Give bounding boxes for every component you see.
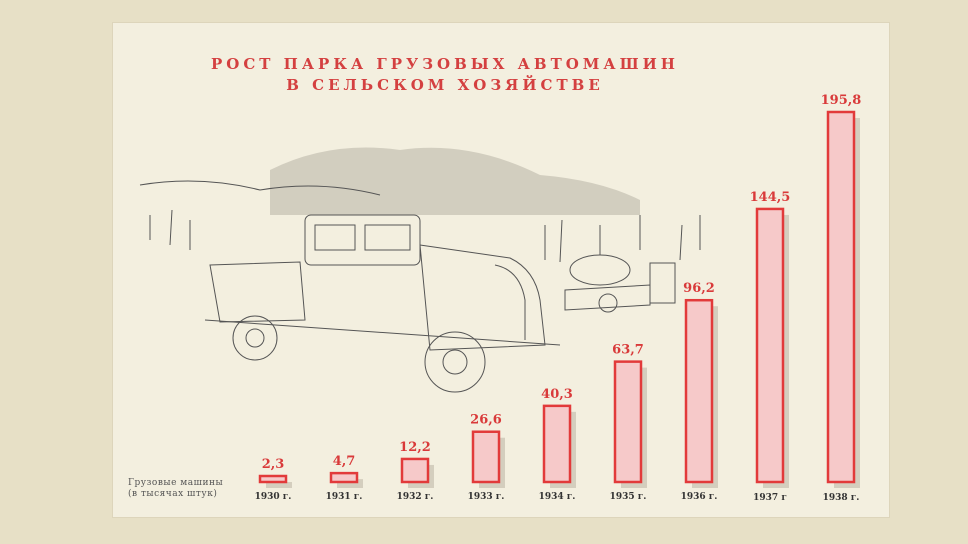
x-tick-label: 1934 г. (539, 492, 576, 502)
value-label: 63,7 (612, 343, 644, 358)
x-tick-label: 1931 г. (326, 492, 363, 502)
bar-shadow (266, 482, 292, 488)
bar-1935 (613, 360, 643, 484)
bar-1933 (471, 430, 501, 484)
x-tick-label: 1935 г. (610, 492, 647, 502)
x-tick-label: 1932 г. (397, 492, 434, 502)
y-axis-label-line1: Грузовые машины (128, 478, 224, 488)
bar-1937 (755, 207, 785, 484)
chart-title-line2: В СЕЛЬСКОМ ХОЗЯЙСТВЕ (286, 76, 604, 94)
bar-1936 (684, 298, 714, 484)
bar-1931 (329, 471, 359, 484)
bars-group: 2,3 1930 г. 4,7 1931 г. 12,2 1932 г. 26,6 1933 … (255, 93, 862, 503)
value-label: 2,3 (262, 457, 285, 472)
bar-1938 (826, 110, 856, 484)
value-label: 12,2 (399, 440, 431, 455)
value-label: 40,3 (541, 387, 573, 402)
value-label: 195,8 (821, 93, 862, 108)
y-axis-label-line2: (в тысячах штук) (128, 489, 218, 499)
x-tick-label: 1937 г (753, 493, 787, 503)
value-label: 96,2 (683, 281, 715, 296)
chart-title-line1: РОСТ ПАРКА ГРУЗОВЫХ АВТОМАШИН (211, 55, 679, 73)
truck-illustration (139, 147, 701, 393)
x-tick-label: 1933 г. (468, 492, 505, 502)
value-label: 26,6 (470, 413, 502, 428)
y-axis-label: Грузовые машины (в тысячах штук) (128, 478, 223, 500)
bar-shadow (337, 479, 363, 488)
x-tick-label: 1930 г. (255, 492, 292, 502)
x-tick-label: 1938 г. (823, 493, 860, 503)
value-label: 4,7 (333, 454, 356, 469)
bar-1934 (542, 404, 572, 484)
x-tick-label: 1936 г. (681, 492, 718, 502)
bar-1932 (400, 457, 430, 484)
bar-1930 (258, 474, 288, 484)
value-label: 144,5 (750, 190, 791, 205)
